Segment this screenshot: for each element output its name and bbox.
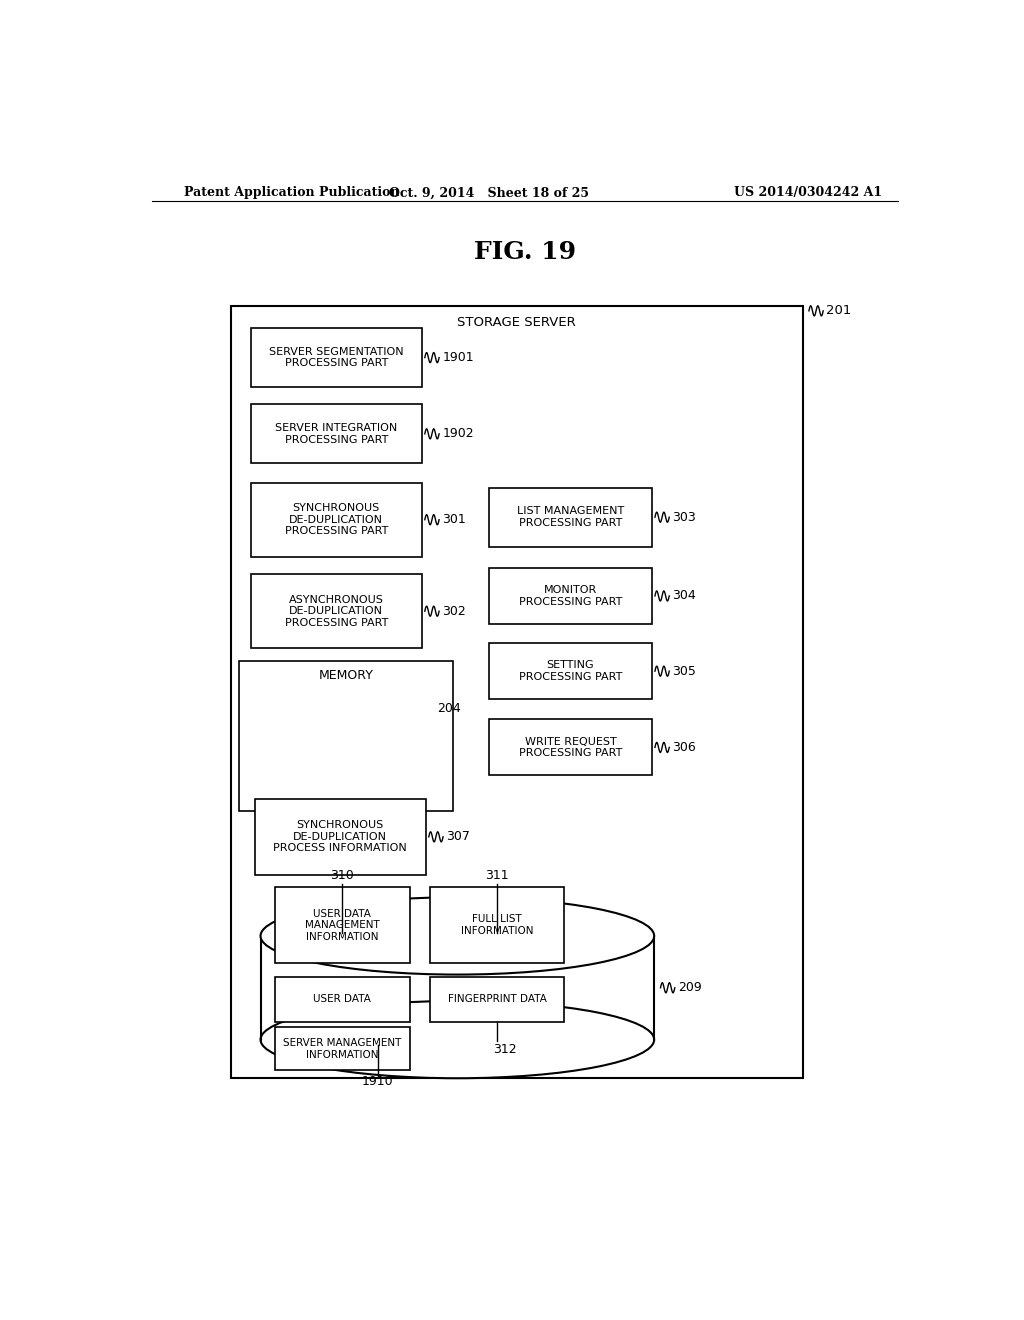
FancyBboxPatch shape bbox=[240, 660, 454, 810]
Text: 204: 204 bbox=[437, 702, 461, 715]
Text: FULL LIST
INFORMATION: FULL LIST INFORMATION bbox=[461, 915, 534, 936]
FancyBboxPatch shape bbox=[251, 329, 422, 387]
Text: SYNCHRONOUS
DE-DUPLICATION
PROCESSING PART: SYNCHRONOUS DE-DUPLICATION PROCESSING PA… bbox=[285, 503, 388, 536]
Text: 1902: 1902 bbox=[442, 428, 474, 441]
FancyBboxPatch shape bbox=[255, 799, 426, 875]
FancyBboxPatch shape bbox=[430, 887, 564, 964]
FancyBboxPatch shape bbox=[489, 487, 652, 546]
FancyBboxPatch shape bbox=[274, 887, 410, 964]
Text: SERVER SEGMENTATION
PROCESSING PART: SERVER SEGMENTATION PROCESSING PART bbox=[269, 347, 403, 368]
Text: ASYNCHRONOUS
DE-DUPLICATION
PROCESSING PART: ASYNCHRONOUS DE-DUPLICATION PROCESSING P… bbox=[285, 594, 388, 628]
Text: STORAGE SERVER: STORAGE SERVER bbox=[458, 315, 577, 329]
Text: 306: 306 bbox=[673, 741, 696, 754]
FancyBboxPatch shape bbox=[430, 977, 564, 1022]
FancyBboxPatch shape bbox=[251, 574, 422, 648]
Ellipse shape bbox=[260, 898, 654, 974]
FancyBboxPatch shape bbox=[274, 977, 410, 1022]
Text: SERVER INTEGRATION
PROCESSING PART: SERVER INTEGRATION PROCESSING PART bbox=[275, 422, 397, 445]
FancyBboxPatch shape bbox=[231, 306, 803, 1078]
Polygon shape bbox=[260, 936, 654, 1040]
FancyBboxPatch shape bbox=[489, 568, 652, 624]
Text: SERVER MANAGEMENT
INFORMATION: SERVER MANAGEMENT INFORMATION bbox=[283, 1038, 401, 1060]
Text: 307: 307 bbox=[446, 830, 470, 843]
Text: 310: 310 bbox=[331, 869, 354, 882]
FancyBboxPatch shape bbox=[251, 483, 422, 557]
Text: USER DATA
MANAGEMENT
INFORMATION: USER DATA MANAGEMENT INFORMATION bbox=[305, 908, 380, 942]
Text: FIG. 19: FIG. 19 bbox=[474, 240, 575, 264]
Text: 302: 302 bbox=[442, 605, 466, 618]
Text: 1910: 1910 bbox=[362, 1076, 394, 1088]
Text: 201: 201 bbox=[826, 305, 852, 317]
Text: 312: 312 bbox=[494, 1043, 517, 1056]
Text: LIST MANAGEMENT
PROCESSING PART: LIST MANAGEMENT PROCESSING PART bbox=[517, 507, 624, 528]
Text: SETTING
PROCESSING PART: SETTING PROCESSING PART bbox=[519, 660, 623, 682]
Text: Patent Application Publication: Patent Application Publication bbox=[183, 186, 399, 199]
Ellipse shape bbox=[260, 1001, 654, 1078]
Text: SYNCHRONOUS
DE-DUPLICATION
PROCESS INFORMATION: SYNCHRONOUS DE-DUPLICATION PROCESS INFOR… bbox=[273, 820, 408, 854]
Text: Oct. 9, 2014   Sheet 18 of 25: Oct. 9, 2014 Sheet 18 of 25 bbox=[389, 186, 589, 199]
Text: 305: 305 bbox=[673, 665, 696, 677]
FancyBboxPatch shape bbox=[251, 404, 422, 463]
Text: 209: 209 bbox=[678, 981, 701, 994]
Text: MEMORY: MEMORY bbox=[318, 669, 374, 681]
Text: 301: 301 bbox=[442, 513, 466, 527]
FancyBboxPatch shape bbox=[489, 643, 652, 700]
Text: 304: 304 bbox=[673, 590, 696, 602]
FancyBboxPatch shape bbox=[489, 719, 652, 775]
Text: USER DATA: USER DATA bbox=[313, 994, 372, 1005]
Text: 311: 311 bbox=[485, 869, 509, 882]
Text: US 2014/0304242 A1: US 2014/0304242 A1 bbox=[734, 186, 882, 199]
Text: MONITOR
PROCESSING PART: MONITOR PROCESSING PART bbox=[519, 585, 623, 607]
Text: 303: 303 bbox=[673, 511, 696, 524]
FancyBboxPatch shape bbox=[274, 1027, 410, 1071]
Text: FINGERPRINT DATA: FINGERPRINT DATA bbox=[447, 994, 547, 1005]
Text: WRITE REQUEST
PROCESSING PART: WRITE REQUEST PROCESSING PART bbox=[519, 737, 623, 758]
Text: 1901: 1901 bbox=[442, 351, 474, 364]
